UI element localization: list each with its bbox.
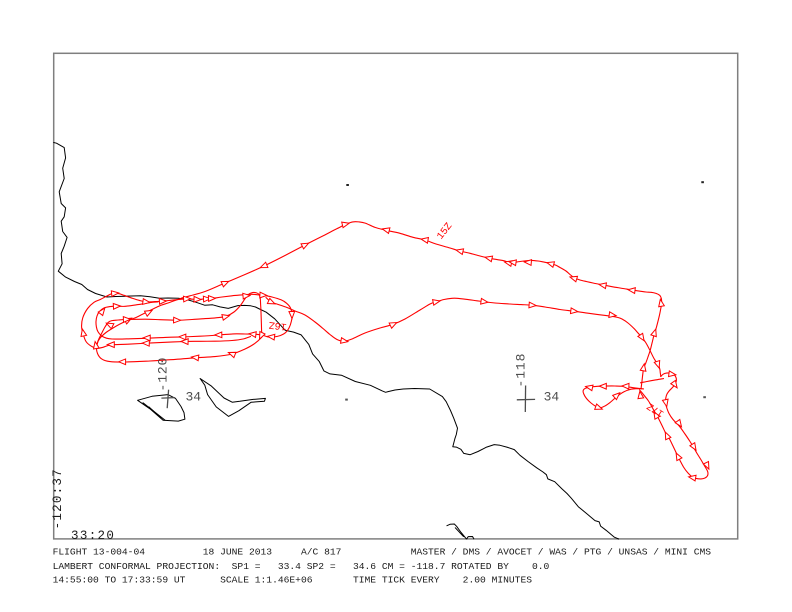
svg-text:34: 34 <box>186 389 202 404</box>
svg-text:-120:37: -120:37 <box>51 468 65 529</box>
svg-text:33:20: 33:20 <box>71 529 115 543</box>
svg-text:LAMBERT CONFORMAL PROJECTION:: LAMBERT CONFORMAL PROJECTION: SP1 = 33.4… <box>53 561 550 572</box>
svg-text:-120: -120 <box>156 357 171 392</box>
svg-text:16Z: 16Z <box>268 318 287 331</box>
svg-text:FLIGHT 13-004-04 18 J: FLIGHT 13-004-04 18 JUNE 2013 A/C 817 MA… <box>53 547 712 558</box>
svg-text:-118: -118 <box>514 353 529 388</box>
svg-text:14:55:00 TO 17:33:59 UT S: 14:55:00 TO 17:33:59 UT SCALE 1:1.46E+06… <box>53 575 533 586</box>
svg-text:34: 34 <box>544 390 560 405</box>
